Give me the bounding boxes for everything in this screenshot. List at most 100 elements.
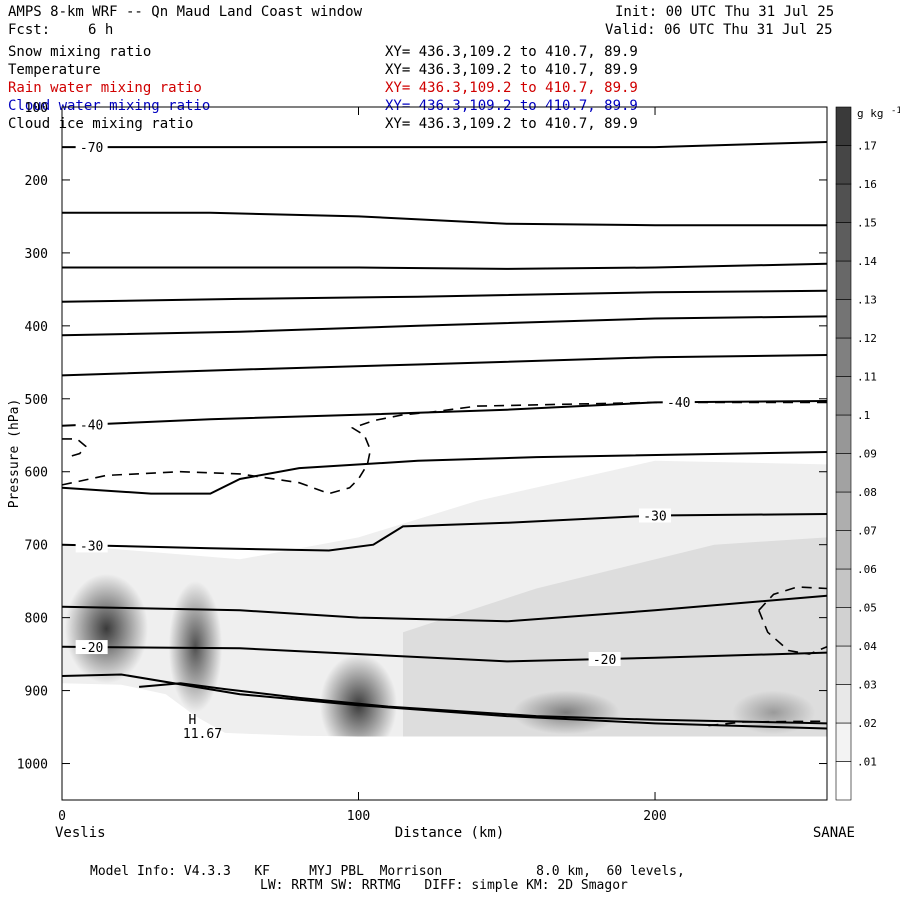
contour-label: -40 xyxy=(80,418,103,433)
header-fcst-value: 6 h xyxy=(88,22,114,38)
terrain-mask xyxy=(62,683,827,800)
colorbar-level-label: .09 xyxy=(857,448,877,461)
colorbar-unit-exponent: -1 xyxy=(891,106,900,116)
colorbar-level-label: .13 xyxy=(857,294,877,307)
x-tick-label: 0 xyxy=(58,809,66,824)
contour-label: -20 xyxy=(593,653,616,668)
colorbar-segment xyxy=(835,299,852,339)
colorbar-level-label: .12 xyxy=(857,332,877,345)
temperature-contour xyxy=(62,211,827,227)
colorbar-level-label: .07 xyxy=(857,525,877,538)
contour-label-bg xyxy=(75,640,108,655)
colorbar-level-label: .03 xyxy=(857,679,877,692)
colorbar-level-label: .11 xyxy=(857,371,877,384)
legend-name: Cloud water mixing ratio xyxy=(8,98,211,114)
legend-xy: XY= 436.3,109.2 to 410.7, 89.9 xyxy=(385,80,638,96)
y-tick-label: 900 xyxy=(25,685,48,700)
temperature-contour xyxy=(62,594,827,623)
contour-label: -20 xyxy=(80,641,103,656)
max-marker-letter: H xyxy=(189,713,197,728)
colorbar-segment xyxy=(835,761,852,801)
header-fcst-label: Fcst: xyxy=(8,22,51,38)
temperature-contour xyxy=(62,354,827,377)
colorbar-unit: g kg xyxy=(857,107,884,120)
x-left-location-label: Veslis xyxy=(55,825,106,841)
y-tick-label: 200 xyxy=(25,174,48,189)
contour-label-bg xyxy=(75,417,108,432)
contour-label-bg xyxy=(75,538,108,553)
colorbar-segment xyxy=(835,414,852,454)
colorbar-segment xyxy=(835,222,852,262)
colorbar-level-label: .15 xyxy=(857,217,877,230)
legend-xy: XY= 436.3,109.2 to 410.7, 89.9 xyxy=(385,98,638,114)
y-axis-label: Pressure (hPa) xyxy=(7,399,22,509)
legend-xy: XY= 436.3,109.2 to 410.7, 89.9 xyxy=(385,62,638,78)
mixing-ratio-shading xyxy=(168,581,223,713)
colorbar-segment xyxy=(835,337,852,377)
colorbar-segment xyxy=(835,607,852,647)
colorbar-level-label: .14 xyxy=(857,255,877,268)
colorbar-level-label: .06 xyxy=(857,563,877,576)
y-tick-label: 1000 xyxy=(17,758,48,773)
temperature-contour xyxy=(62,289,827,303)
y-tick-label: 800 xyxy=(25,612,48,627)
colorbar-segment xyxy=(835,453,852,493)
colorbar-segment xyxy=(835,145,852,185)
temperature-contour xyxy=(62,141,827,149)
colorbar-level-label: .04 xyxy=(857,640,877,653)
colorbar-level-label: .08 xyxy=(857,486,877,499)
colorbar-segment xyxy=(835,491,852,531)
colorbar-level-label: .01 xyxy=(857,756,877,769)
x-tick-label: 100 xyxy=(347,809,370,824)
contour-label: -70 xyxy=(80,141,103,156)
medium-shading-region xyxy=(403,537,827,737)
temperature-contour xyxy=(62,645,827,663)
temperature-contour xyxy=(139,682,827,725)
colorbar-level-label: .1 xyxy=(857,409,870,422)
colorbar-level-label: .02 xyxy=(857,717,877,730)
colorbar-level-label: .17 xyxy=(857,140,877,153)
footer-physics-info: LW: RRTM SW: RRTMG DIFF: simple KM: 2D S… xyxy=(260,878,628,893)
cloud-ice-contour xyxy=(758,609,827,655)
contour-label: -40 xyxy=(667,396,690,411)
legend-name: Temperature xyxy=(8,62,101,78)
footer-model-info: Model Info: V4.3.3 KF MYJ PBL Morrison 8… xyxy=(90,864,685,879)
header-init: Init: 00 UTC Thu 31 Jul 25 xyxy=(615,4,835,20)
x-axis-label: Distance (km) xyxy=(395,825,505,841)
contour-label-bg xyxy=(639,508,672,523)
colorbar-segment xyxy=(835,376,852,416)
y-tick-label: 700 xyxy=(25,539,48,554)
y-tick-label: 100 xyxy=(25,101,48,116)
cloud-ice-contour xyxy=(62,438,87,458)
contour-label-bg xyxy=(75,140,108,155)
legend-xy: XY= 436.3,109.2 to 410.7, 89.9 xyxy=(385,116,638,132)
x-tick-label: 200 xyxy=(643,809,666,824)
header-valid: Valid: 06 UTC Thu 31 Jul 25 xyxy=(605,22,833,38)
colorbar-segment xyxy=(835,722,852,762)
colorbar-level-label: .16 xyxy=(857,178,877,191)
temperature-contour xyxy=(62,673,827,730)
mixing-ratio-shading xyxy=(64,573,148,684)
colorbar-segment xyxy=(835,260,852,300)
temperature-contour xyxy=(62,262,827,270)
colorbar-segment xyxy=(835,684,852,724)
colorbar-segment xyxy=(835,106,852,146)
temperature-contour xyxy=(62,513,827,552)
contour-label-bg xyxy=(662,395,695,410)
legend-name: Snow mixing ratio xyxy=(8,44,152,60)
temperature-contour xyxy=(62,315,827,337)
header-title: AMPS 8-km WRF -- Qn Maud Land Coast wind… xyxy=(8,4,363,20)
legend-xy: XY= 436.3,109.2 to 410.7, 89.9 xyxy=(385,44,638,60)
contour-label: -60 xyxy=(0,258,12,273)
cloud-ice-contour xyxy=(62,401,827,495)
y-tick-label: 300 xyxy=(25,247,48,262)
colorbar-segment xyxy=(835,645,852,685)
legend-name: Rain water mixing ratio xyxy=(8,80,202,96)
y-tick-label: 600 xyxy=(25,466,48,481)
plot-area-group: -70 -60 -50 -40 -40 -30 -30 -20 -20 xyxy=(0,140,827,800)
x-right-location-label: SANAE xyxy=(813,825,855,841)
mixing-ratio-shading xyxy=(512,690,620,735)
contour-label-bg xyxy=(588,651,621,666)
plot-frame xyxy=(61,106,828,801)
